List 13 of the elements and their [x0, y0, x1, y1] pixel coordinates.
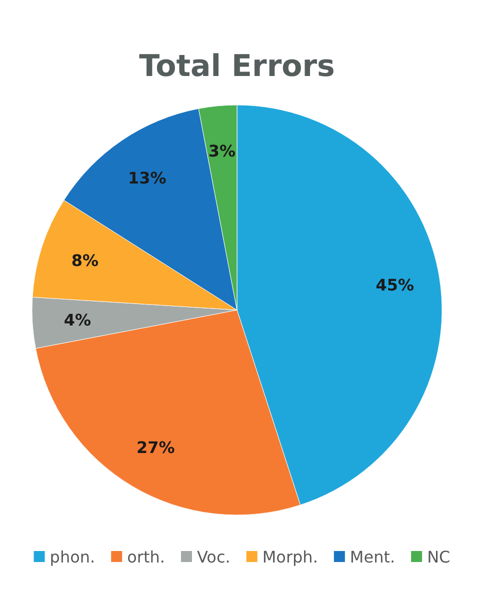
- legend-label: orth.: [127, 548, 165, 566]
- legend-label: Morph.: [262, 548, 318, 566]
- legend-label: phon.: [50, 548, 96, 566]
- data-label: 8%: [71, 251, 99, 270]
- data-label: 13%: [128, 168, 166, 188]
- data-label: 4%: [64, 310, 91, 330]
- legend-label: NC: [427, 548, 450, 566]
- legend-label: Ment.: [350, 548, 396, 566]
- data-label: 45%: [376, 275, 414, 294]
- data-label: 27%: [136, 438, 175, 458]
- data-label: 3%: [208, 141, 236, 160]
- legend-label: Voc.: [196, 548, 230, 566]
- chart-title: Total Errors: [139, 49, 335, 84]
